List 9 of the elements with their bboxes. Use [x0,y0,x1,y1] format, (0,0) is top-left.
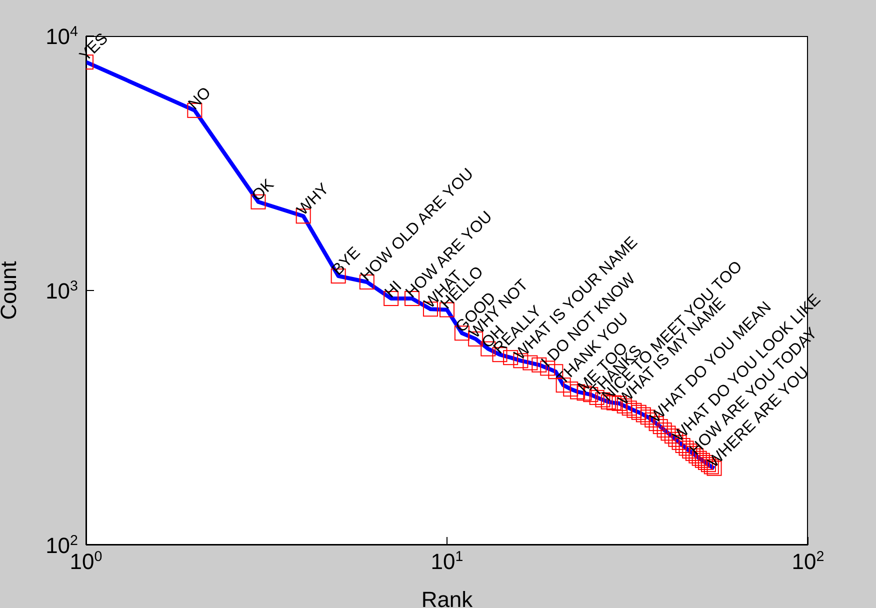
annotation: NO [185,84,214,114]
x-tick-label: 10$^{2}$ [792,549,824,574]
x-axis-title: Rank [421,587,474,608]
annotation: OK [249,176,278,205]
y-tick-label: 10$^{4}$ [46,24,78,49]
x-tick-label: 10$^{1}$ [430,549,464,574]
y-tick-label: 10$^{3}$ [46,278,78,304]
y-axis-title: Count [0,261,21,320]
annotation: HI [382,278,406,302]
